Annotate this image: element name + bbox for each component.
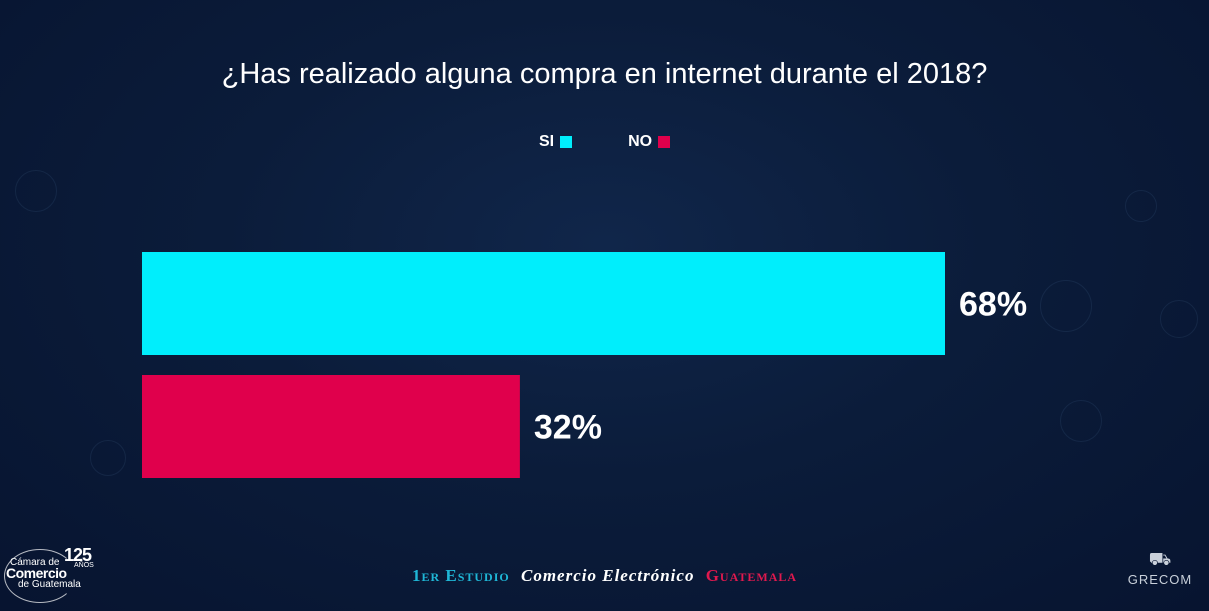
data-label-no: 32% [534,409,602,447]
background-circle [1125,190,1157,222]
footer-part1: 1er Estudio [411,566,510,585]
grecom-text: GRECOM [1127,572,1193,587]
footer-part3: Guatemala [705,566,798,585]
chart-title: ¿Has realizado alguna compra en internet… [221,58,988,90]
footer-part2: Comercio Electrónico [520,566,695,585]
legend-item-si: SI [538,133,573,151]
legend-label-si: SI [538,133,555,150]
legend-item-no: NO [628,133,671,151]
background-circle [15,170,57,212]
data-label-si: 68% [959,286,1027,324]
logo-line3: de Guatemala [18,579,81,590]
background-circle [90,440,126,476]
legend-swatch-no [658,136,671,148]
bar-si [142,252,945,355]
footer-study-title: 1er Estudio Comercio Electrónico Guatema… [0,566,1209,586]
legend-label-no: NO [628,133,653,150]
cart-icon: ⛟ [1148,549,1172,569]
background-circle [1160,300,1198,338]
background-circle [1060,400,1102,442]
logo-line1: Cámara de [10,557,60,568]
grecom-logo: ⛟ GRECOM [1122,550,1198,587]
background-circle [1040,280,1092,332]
legend-swatch-si [560,136,573,148]
bar-no [142,375,520,478]
logo-years-label: AÑOS [74,562,94,569]
logo-arc [4,549,76,603]
camara-comercio-logo: Cámara de Comercio de Guatemala 125 AÑOS [4,545,100,605]
logo-years: 125 [64,545,92,565]
legend: SI NO [0,133,1209,151]
logo-line2: Comercio [6,565,67,581]
